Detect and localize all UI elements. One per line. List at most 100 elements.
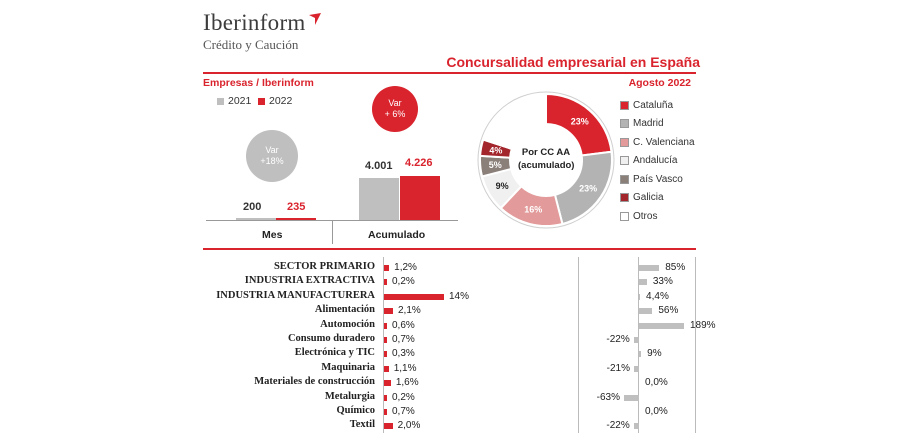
variation-value: 0,0% xyxy=(645,377,668,389)
bar-acumulado-2022 xyxy=(400,176,440,220)
share-value: 0,6% xyxy=(392,319,415,331)
donut-legend-label: Andalucía xyxy=(633,155,678,167)
share-axis xyxy=(383,257,384,433)
share-value: 0,2% xyxy=(392,391,415,403)
variation-bar xyxy=(639,265,660,271)
label-mes-2021: 200 xyxy=(243,201,262,213)
variation-bar xyxy=(633,337,639,343)
variation-value: -22% xyxy=(606,334,630,345)
variation-bar xyxy=(639,322,684,329)
variation-value: 189% xyxy=(690,319,716,331)
donut-legend-item: País Vasco xyxy=(620,170,695,189)
donut-center-line1: Por CC AA xyxy=(521,147,571,158)
donut-slice-label-3: 9% xyxy=(496,181,509,191)
donut-legend-label: Otros xyxy=(633,210,658,222)
page-title: Concursalidad empresarial en España xyxy=(446,54,700,70)
right-subtitle: Agosto 2022 xyxy=(628,77,691,89)
variation-value: -21% xyxy=(606,362,630,374)
share-value: 2,1% xyxy=(398,305,421,317)
share-bar xyxy=(384,322,387,329)
share-bar xyxy=(384,351,387,358)
var-bubble-acumulado: Var + 6% xyxy=(372,86,418,132)
share-value: 0,7% xyxy=(392,334,415,345)
variation-value: 33% xyxy=(652,276,673,288)
variation-bar xyxy=(639,293,641,300)
donut-legend-swatch xyxy=(620,174,629,184)
donut-legend-swatch xyxy=(620,100,629,110)
share-value: 1,1% xyxy=(393,362,417,374)
sector-label: Electrónica y TIC xyxy=(294,347,375,359)
share-bar xyxy=(384,337,387,343)
sector-label: Metalurgia xyxy=(324,390,375,402)
donut-slice-label-2: 16% xyxy=(524,204,542,214)
label-acumulado-2022: 4.226 xyxy=(405,157,433,169)
donut-legend-item: Galicia xyxy=(620,189,695,208)
category-acumulado: Acumulado xyxy=(368,229,426,241)
share-value: 2,0% xyxy=(397,420,421,432)
sector-label: INDUSTRIA MANUFACTURERA xyxy=(216,289,375,301)
share-bar xyxy=(384,365,389,372)
var-bubble-mes-line2: +18% xyxy=(260,156,284,166)
var-bubble-acumulado-line2: + 6% xyxy=(384,109,406,119)
label-acumulado-2021: 4.001 xyxy=(365,160,393,172)
share-bar xyxy=(384,380,391,387)
bar-acumulado-2021 xyxy=(359,178,399,220)
sector-label: Automoción xyxy=(320,318,375,330)
legend-swatch-2021 xyxy=(217,97,224,105)
share-bar xyxy=(384,394,387,401)
variation-value: 9% xyxy=(647,348,662,360)
share-bar xyxy=(384,279,387,286)
legend-label-2021: 2021 xyxy=(228,95,252,107)
donut-center-label: Por CC AA (acumulado) xyxy=(518,146,574,172)
donut-legend-swatch xyxy=(620,211,629,221)
donut-slice-label-1: 23% xyxy=(579,184,597,194)
variation-value: -63% xyxy=(596,391,620,403)
donut-slice-label-4: 5% xyxy=(489,160,502,170)
variation-value: 4,4% xyxy=(646,290,669,302)
variation-bar xyxy=(633,423,639,430)
section-rule xyxy=(203,248,696,250)
donut-chart: 23% 23% 16% 9% 5% 4% xyxy=(477,91,615,229)
variation-bar xyxy=(639,308,653,315)
variation-value: 0,0% xyxy=(645,406,668,417)
share-value: 0,3% xyxy=(392,348,415,360)
share-value: 0,7% xyxy=(392,406,415,417)
sector-label: Químico xyxy=(336,405,376,416)
variation-bar xyxy=(639,279,647,286)
variation-value: 85% xyxy=(665,262,686,273)
bar-mes-2022 xyxy=(276,217,316,220)
share-bar xyxy=(384,308,393,315)
var-panel-right-border xyxy=(695,257,696,433)
variation-bar xyxy=(634,365,639,372)
donut-legend-item: Otros xyxy=(620,207,695,226)
donut-legend-label: Madrid xyxy=(633,118,664,130)
donut-legend-item: Cataluña xyxy=(620,96,695,115)
share-value: 14% xyxy=(449,290,470,302)
var-bubble-acumulado-line1: Var xyxy=(388,98,402,108)
donut-legend-swatch xyxy=(620,193,629,203)
var-bubble-mes: Var +18% xyxy=(246,130,298,182)
legend-2021: 2021 xyxy=(217,95,251,107)
category-mes: Mes xyxy=(262,229,283,241)
variation-bar xyxy=(624,394,639,401)
variation-value: 56% xyxy=(658,305,679,317)
variation-bar xyxy=(639,351,642,358)
sector-label: SECTOR PRIMARIO xyxy=(273,261,375,272)
share-bar xyxy=(384,265,390,271)
share-bar xyxy=(384,293,444,300)
sector-label: Maquinaria xyxy=(321,361,375,373)
donut-slice-6 xyxy=(481,92,547,151)
variation-value: -22% xyxy=(606,420,630,432)
header-rule xyxy=(203,72,696,74)
donut-slice-label-5: 4% xyxy=(489,145,502,155)
legend-2022: 2022 xyxy=(258,95,292,107)
sector-label: Consumo duradero xyxy=(287,333,375,344)
donut-legend-item: C. Valenciana xyxy=(620,133,695,152)
donut-legend-item: Andalucía xyxy=(620,152,695,171)
sector-label: Materiales de construcción xyxy=(254,376,375,388)
label-mes-2022: 235 xyxy=(287,201,306,213)
bar-axis-divider xyxy=(332,220,333,244)
donut-center-line2: (acumulado) xyxy=(518,160,575,171)
share-value: 0,2% xyxy=(392,276,415,288)
donut-legend-label: Galicia xyxy=(633,192,664,204)
